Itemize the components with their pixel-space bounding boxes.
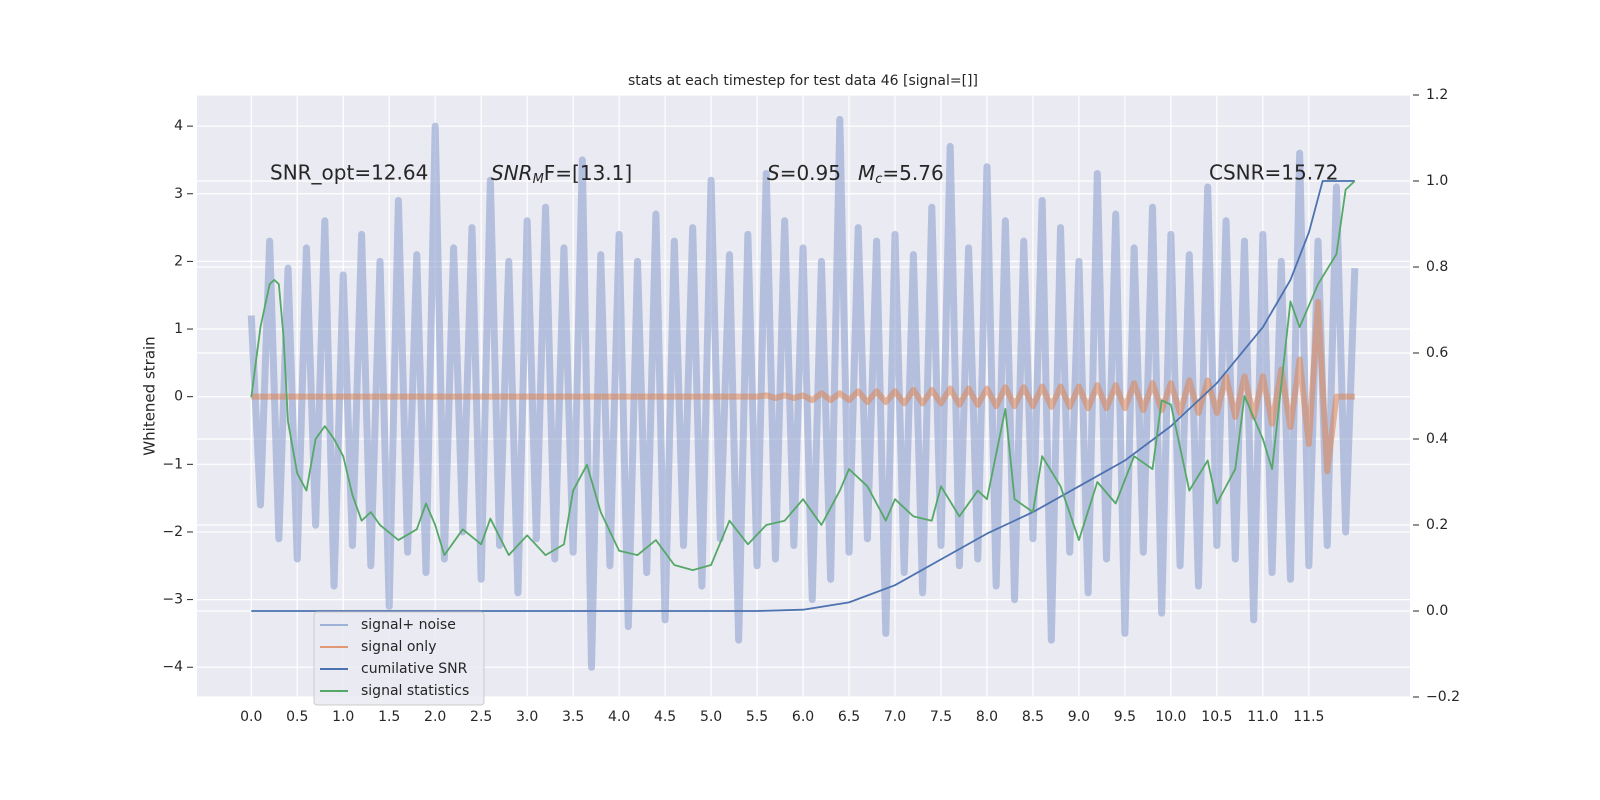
annotation-part: =0.95	[780, 161, 841, 185]
y-tick-label: 4	[174, 118, 183, 134]
x-tick-label: 3.5	[562, 709, 584, 725]
x-tick-label: 1.5	[378, 709, 400, 725]
x-tick-label: 5.0	[700, 709, 722, 725]
x-tick-label: 11.0	[1247, 709, 1278, 725]
y2-tick-label: 1.2	[1426, 87, 1448, 103]
y2-tick-label: 0.8	[1426, 259, 1448, 275]
y2-tick-label: 0.4	[1426, 431, 1448, 447]
marks	[247, 115, 1359, 671]
y2-tick-label: 0.2	[1426, 517, 1448, 533]
y-tick-label: −2	[162, 524, 183, 540]
annotation-part: SNR	[491, 161, 533, 185]
x-tick-label: 6.0	[792, 709, 814, 725]
y2-tick-label: 0.0	[1426, 603, 1448, 619]
x-tick-label: 10.0	[1155, 709, 1186, 725]
annotation-part: F=[13.1]	[544, 161, 632, 185]
legend: signal+ noise signal only cumilative SNR si…	[313, 611, 485, 706]
legend-box	[313, 611, 485, 706]
legend-label: cumilative SNR	[361, 661, 468, 677]
annotation-part: S	[767, 161, 780, 185]
chart-title: stats at each timestep for test data 46 …	[628, 73, 978, 89]
annotation: SNR_opt=12.64	[270, 161, 428, 185]
x-tick-label: 0.0	[240, 709, 262, 725]
x-tick-label: 2.5	[470, 709, 492, 725]
annotation-part: =5.76	[882, 161, 943, 185]
series-line	[251, 298, 1355, 475]
annotation: SNRMF=[13.1]	[491, 161, 632, 187]
x-tick-label: 8.5	[1022, 709, 1044, 725]
annotation: Mc=5.76	[858, 161, 944, 187]
x-tick-label: 11.5	[1293, 709, 1324, 725]
x-tick-label: 3.0	[516, 709, 538, 725]
y2-tick-label: 0.6	[1426, 345, 1448, 361]
y-tick-label: −3	[162, 592, 183, 608]
legend-label: signal statistics	[361, 683, 469, 699]
x-tick-label: 9.5	[1114, 709, 1136, 725]
ticks: 0.0 0.5 1.0 1.5 2.0 2.5 3.0 3.5 4.0 4.5 5.0 5.5 6.0 6…	[162, 87, 1460, 725]
legend-label: signal+ noise	[361, 617, 456, 633]
x-tick-label: 10.5	[1201, 709, 1232, 725]
x-tick-label: 8.0	[976, 709, 998, 725]
annotation: CSNR=15.72	[1209, 161, 1339, 185]
x-tick-label: 2.0	[424, 709, 446, 725]
x-tick-label: 6.5	[838, 709, 860, 725]
y-tick-label: −4	[162, 659, 183, 675]
x-tick-label: 7.0	[884, 709, 906, 725]
legend-label: signal only	[361, 639, 436, 655]
y2-tick-label: −0.2	[1426, 689, 1460, 705]
series-line	[250, 180, 1356, 572]
x-tick-label: 4.0	[608, 709, 630, 725]
y-tick-label: 0	[174, 389, 183, 405]
series-line	[251, 180, 1355, 612]
x-tick-label: 7.5	[930, 709, 952, 725]
series-line	[247, 115, 1359, 671]
y-tick-label: 1	[174, 321, 183, 337]
y-tick-label: 3	[174, 186, 183, 202]
x-tick-label: 5.5	[746, 709, 768, 725]
annotation: S=0.95	[767, 161, 841, 185]
x-tick-label: 9.0	[1068, 709, 1090, 725]
x-tick-label: 1.0	[332, 709, 354, 725]
x-tick-label: 4.5	[654, 709, 676, 725]
y-tick-label: −1	[162, 456, 183, 472]
y-axis-label: Whitened strain	[141, 336, 159, 455]
y2-tick-label: 1.0	[1426, 173, 1448, 189]
annotation-part: M	[533, 172, 544, 187]
annotation-part: c	[875, 172, 882, 187]
y-tick-label: 2	[174, 253, 183, 269]
x-tick-label: 0.5	[286, 709, 308, 725]
annotation-part: M	[858, 161, 875, 185]
